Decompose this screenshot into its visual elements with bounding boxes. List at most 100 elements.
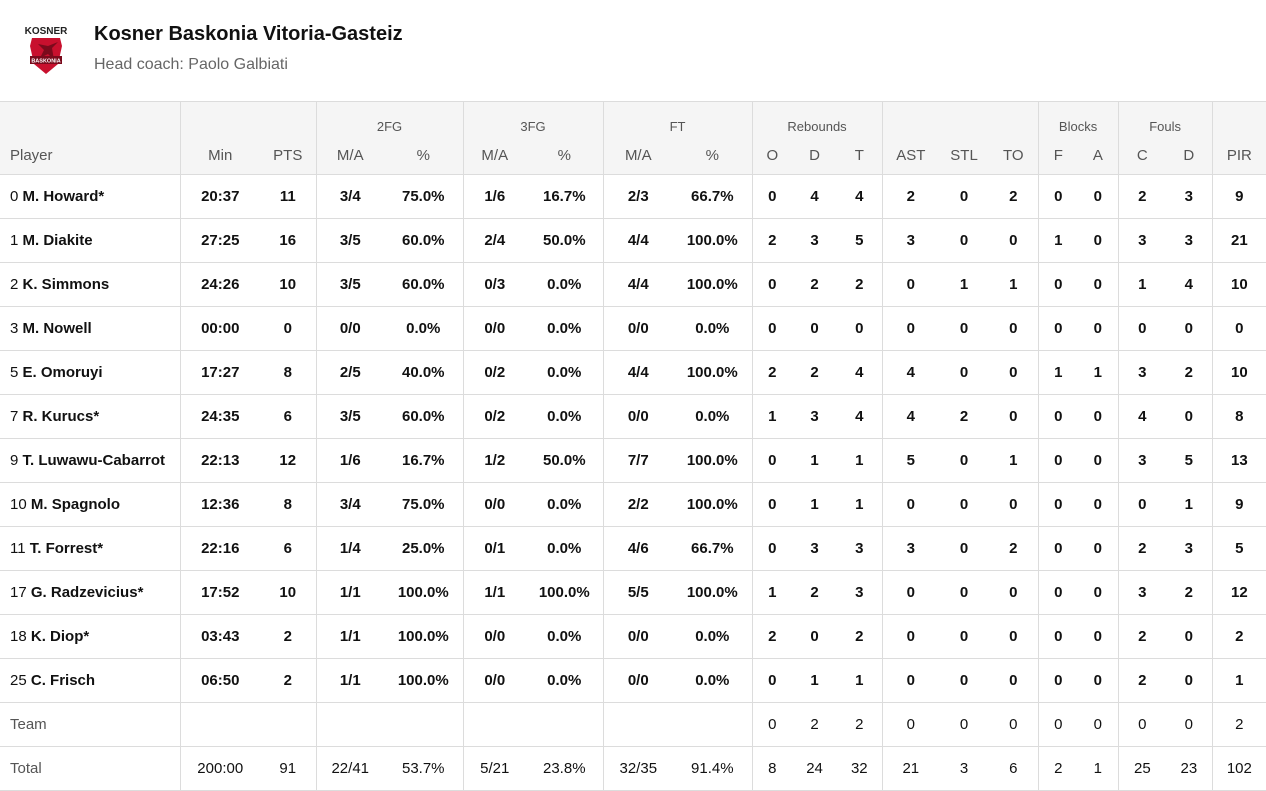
player-cell[interactable]: 10 M. Spagnolo [0,482,180,527]
player-cell[interactable]: 17 G. Radzevicius* [0,570,180,615]
player-name[interactable]: E. Omoruyi [22,364,103,381]
cell-fg2-pct: 53.7% [384,746,464,791]
cell-min: 22:16 [179,526,260,571]
cell-fg3-pct: 0.0% [526,614,604,659]
player-cell[interactable]: 3 M. Nowell [0,306,180,351]
column-header-row: Player Min PTS M/A % M/A % M/A % O D T A… [0,136,1266,175]
cell-reb-o: 1 [751,394,793,439]
player-cell[interactable]: 5 E. Omoruyi [0,350,180,395]
cell-fg3-ma: 2/4 [462,218,527,263]
cell-blk-a: 0 [1078,262,1119,307]
cell-ast: 2 [881,174,940,219]
cell-fg2-ma: 0/0 [315,306,384,351]
col-reb-d[interactable]: D [792,136,838,175]
cell-pts: 2 [260,658,316,703]
col-stl[interactable]: STL [939,136,990,175]
col-player[interactable]: Player [0,136,180,175]
player-cell[interactable]: 1 M. Diakite [0,218,180,263]
cell-reb-d: 3 [792,526,838,571]
player-cell[interactable]: 11 T. Forrest* [0,526,180,571]
cell-reb-d: 0 [792,306,838,351]
cell-foul-d: 3 [1166,174,1213,219]
player-row[interactable]: 9 T. Luwawu-Cabarrot 22:13 12 1/6 16.7% 1/2 50… [0,438,1266,483]
player-cell[interactable]: 18 K. Diop* [0,614,180,659]
cell-fg3-pct: 0.0% [526,526,604,571]
player-row[interactable]: 5 E. Omoruyi 17:27 8 2/5 40.0% 0/2 0.0% 4/4 100.… [0,350,1266,395]
cell-ast: 3 [881,526,940,571]
player-name[interactable]: G. Radzevicius* [30,584,144,601]
player-row[interactable]: 1 M. Diakite 27:25 16 3/5 60.0% 2/4 50.0% 4/4 10… [0,218,1266,263]
player-row[interactable]: 0 M. Howard* 20:37 11 3/4 75.0% 1/6 16.7% 2/3 66… [0,174,1266,219]
baskonia-logo: KOSNER BASKONIA [25,26,68,74]
cell-fg3-pct: 0.0% [526,482,604,527]
cell-min: 03:43 [179,614,260,659]
col-ft-pct[interactable]: % [673,136,753,175]
col-foul-d[interactable]: D [1166,136,1213,175]
cell-blk-a: 0 [1078,306,1119,351]
col-ast[interactable]: AST [881,136,940,175]
cell-fg2-pct: 75.0% [384,482,464,527]
player-name[interactable]: T. Forrest* [29,540,104,557]
cell-to: 0 [989,218,1039,263]
col-blk-f[interactable]: F [1037,136,1079,175]
cell-reb-d: 4 [792,174,838,219]
cell-fg2-pct: 100.0% [384,658,464,703]
player-cell[interactable]: 2 K. Simmons [0,262,180,307]
player-row[interactable]: 3 M. Nowell 00:00 0 0/0 0.0% 0/0 0.0% 0/0 0.0% 0 0… [0,306,1266,351]
player-row[interactable]: 2 K. Simmons 24:26 10 3/5 60.0% 0/3 0.0% 4/4 100… [0,262,1266,307]
cell-fg2-pct: 40.0% [384,350,464,395]
team-row: Team 0 2 2 0 0 0 0 0 0 0 2 [0,702,1266,747]
cell-pir: 9 [1211,174,1266,219]
cell-stl: 1 [939,262,990,307]
cell-ft-ma: 32/35 [602,746,674,791]
player-row[interactable]: 10 M. Spagnolo 12:36 8 3/4 75.0% 0/0 0.0% 2/2 10… [0,482,1266,527]
player-name[interactable]: M. Nowell [22,320,92,337]
player-row[interactable]: 18 K. Diop* 03:43 2 1/1 100.0% 0/0 0.0% 0/0 0.0%… [0,614,1266,659]
player-name[interactable]: M. Diakite [22,232,93,249]
cell-ft-ma: 4/4 [602,218,674,263]
player-row[interactable]: 11 T. Forrest* 22:16 6 1/4 25.0% 0/1 0.0% 4/6 66… [0,526,1266,571]
cell-min: 17:52 [179,570,260,615]
player-row[interactable]: 25 C. Frisch 06:50 2 1/1 100.0% 0/0 0.0% 0/0 0.0… [0,658,1266,703]
col-pts[interactable]: PTS [260,136,316,175]
col-reb-o[interactable]: O [751,136,793,175]
cell-blk-f: 0 [1037,306,1079,351]
player-name[interactable]: C. Frisch [30,672,96,689]
col-ft-ma[interactable]: M/A [602,136,674,175]
col-2fg-ma[interactable]: M/A [315,136,384,175]
player-row[interactable]: 17 G. Radzevicius* 17:52 10 1/1 100.0% 1/1 100… [0,570,1266,615]
cell-fg3-ma: 0/0 [462,306,527,351]
player-name[interactable]: M. Spagnolo [30,496,121,513]
col-foul-c[interactable]: C [1117,136,1167,175]
player-cell[interactable]: 7 R. Kurucs* [0,394,180,439]
col-2fg-pct[interactable]: % [384,136,464,175]
cell-reb-d: 2 [792,350,838,395]
col-3fg-pct[interactable]: % [526,136,604,175]
cell-pir: 21 [1211,218,1266,263]
cell-to: 0 [989,350,1039,395]
cell-ft-ma [602,702,674,747]
col-3fg-ma[interactable]: M/A [462,136,527,175]
col-blk-a[interactable]: A [1078,136,1119,175]
player-cell[interactable]: 25 C. Frisch [0,658,180,703]
cell-fg3-ma: 0/2 [462,350,527,395]
cell-fg2-pct: 60.0% [384,218,464,263]
player-name[interactable]: K. Diop* [30,628,90,645]
cell-foul-d: 1 [1166,482,1213,527]
cell-ft-pct: 91.4% [673,746,753,791]
col-min[interactable]: Min [179,136,260,175]
cell-pts: 8 [260,350,316,395]
player-name[interactable]: K. Simmons [22,276,110,293]
cell-fg2-ma: 1/1 [315,570,384,615]
player-cell[interactable]: 0 M. Howard* [0,174,180,219]
cell-min: 00:00 [179,306,260,351]
player-row[interactable]: 7 R. Kurucs* 24:35 6 3/5 60.0% 0/2 0.0% 0/0 0.0%… [0,394,1266,439]
cell-ft-ma: 7/7 [602,438,674,483]
col-reb-t[interactable]: T [837,136,883,175]
player-name[interactable]: T. Luwawu-Cabarrot [22,452,166,469]
col-pir[interactable]: PIR [1211,136,1266,175]
player-cell[interactable]: 9 T. Luwawu-Cabarrot [0,438,180,483]
col-to[interactable]: TO [989,136,1039,175]
player-name[interactable]: R. Kurucs* [22,408,100,425]
player-name[interactable]: M. Howard* [22,188,105,205]
